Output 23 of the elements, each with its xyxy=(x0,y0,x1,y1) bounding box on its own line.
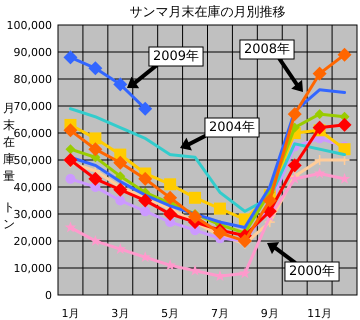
y-tick-label: 60,000 xyxy=(14,127,52,140)
annotation: 2008年 xyxy=(244,42,290,57)
y-tick-label: 70,000 xyxy=(14,100,52,113)
annotation: 2009年 xyxy=(152,49,200,64)
y-tick-label: 80,000 xyxy=(14,73,52,86)
text: 月末在庫量トン xyxy=(3,101,15,231)
y-tick-label: 90,000 xyxy=(14,46,52,59)
x-tick-label: 7月 xyxy=(210,307,229,320)
annotation: 2004年 xyxy=(208,120,256,135)
y-tick-label: 100,000 xyxy=(6,19,52,32)
x-tick-label: 11月 xyxy=(307,307,332,320)
x-tick-label: 3月 xyxy=(111,307,130,320)
x-tick-label: 9月 xyxy=(260,307,279,320)
x-tick-label: 1月 xyxy=(61,307,80,320)
y-tick-label: 50,000 xyxy=(14,154,52,167)
y-tick-label: 10,000 xyxy=(14,262,52,275)
x-tick-label: 5月 xyxy=(161,307,180,320)
chart-title: サンマ月末在庫の月別推移 xyxy=(130,4,286,20)
y-tick-label: 0 xyxy=(45,289,52,302)
annotation: 2000年 xyxy=(288,264,336,279)
y-tick-label: 30,000 xyxy=(14,208,52,221)
y-tick-label: 40,000 xyxy=(14,181,52,194)
y-tick-label: 20,000 xyxy=(14,235,52,248)
